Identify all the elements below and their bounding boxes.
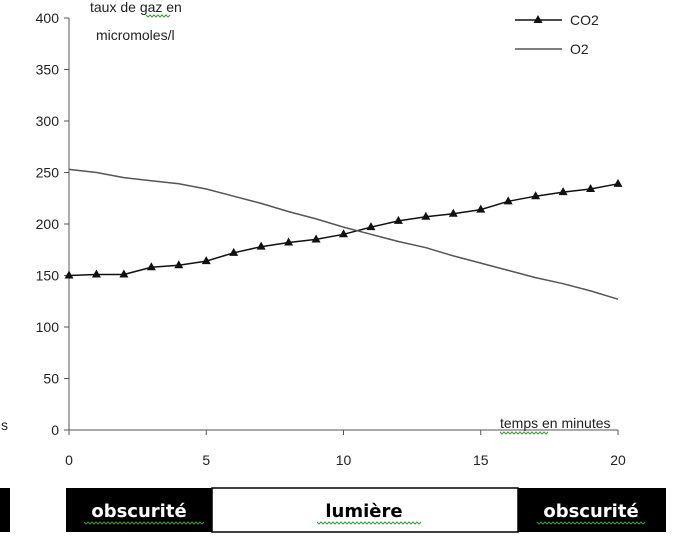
- x-tick-label: 0: [65, 452, 73, 468]
- band-label-obscurite-right: obscurité: [543, 501, 638, 522]
- x-tick-label: 20: [610, 452, 626, 468]
- spell-underline: [145, 14, 171, 18]
- data-point-co2: [256, 241, 266, 250]
- data-point-co2: [421, 211, 431, 220]
- legend: CO2 O2: [515, 12, 599, 57]
- data-point-co2: [229, 247, 239, 256]
- band-label-lumiere: lumière: [325, 501, 402, 522]
- band-obscurite-left: [66, 488, 212, 532]
- y-tick-label: 350: [36, 62, 60, 78]
- x-ticks: 0 5 10 15 20: [65, 430, 626, 468]
- band-lumiere: [211, 487, 519, 533]
- series-group: [64, 168, 623, 300]
- data-point-co2: [64, 270, 74, 279]
- data-point-co2: [531, 191, 541, 200]
- band-label-obscurite-left: obscurité: [91, 501, 186, 522]
- y-tick-label: 50: [43, 371, 59, 387]
- left-edge-dark-block: [0, 488, 10, 532]
- data-point-co2: [119, 269, 129, 278]
- legend-o2-label: O2: [570, 41, 589, 57]
- y-tick-label: 0: [51, 422, 59, 438]
- y-tick-label: 300: [36, 113, 60, 129]
- band-obscurite-right: [518, 488, 666, 532]
- y-tick-label: 100: [36, 319, 60, 335]
- data-point-co2: [558, 187, 568, 196]
- spell-underline: [536, 521, 646, 525]
- data-point-co2: [393, 215, 403, 224]
- y-axis-label-line1: taux de gaz en: [90, 0, 182, 15]
- data-point-co2: [174, 260, 184, 269]
- spell-underline: [83, 521, 205, 525]
- data-point-co2: [91, 269, 101, 278]
- data-point-co2: [448, 208, 458, 217]
- data-point-co2: [339, 229, 348, 238]
- data-point-co2: [311, 234, 321, 243]
- legend-co2-marker: [533, 15, 543, 23]
- light-bands: obscurité lumière obscurité: [0, 487, 666, 533]
- x-tick-label: 10: [336, 452, 352, 468]
- y-tick-label: 400: [36, 10, 60, 26]
- data-point-co2: [284, 237, 294, 246]
- data-point-co2: [366, 222, 376, 231]
- spell-underline: [499, 431, 549, 435]
- x-tick-label: 5: [202, 452, 210, 468]
- y-tick-label: 150: [36, 268, 60, 284]
- data-point-co2: [613, 178, 623, 187]
- data-point-co2: [146, 262, 156, 271]
- data-point-co2: [476, 204, 486, 213]
- y-axis-label-line2: micromoles/l: [96, 27, 175, 43]
- left-cut-text: s: [1, 417, 8, 433]
- y-tick-label: 200: [36, 216, 60, 232]
- x-axis-label: temps en minutes: [500, 415, 611, 431]
- y-tick-label: 250: [36, 165, 60, 181]
- data-point-co2: [503, 196, 513, 205]
- data-point-co2: [201, 256, 211, 265]
- spell-underline: [316, 521, 422, 525]
- legend-co2-label: CO2: [570, 12, 599, 28]
- series-line-o2: [68, 168, 619, 300]
- data-point-co2: [586, 183, 596, 192]
- y-ticks: 0 50 100 150 200 250 300 350 400: [36, 10, 69, 438]
- x-tick-label: 15: [473, 452, 489, 468]
